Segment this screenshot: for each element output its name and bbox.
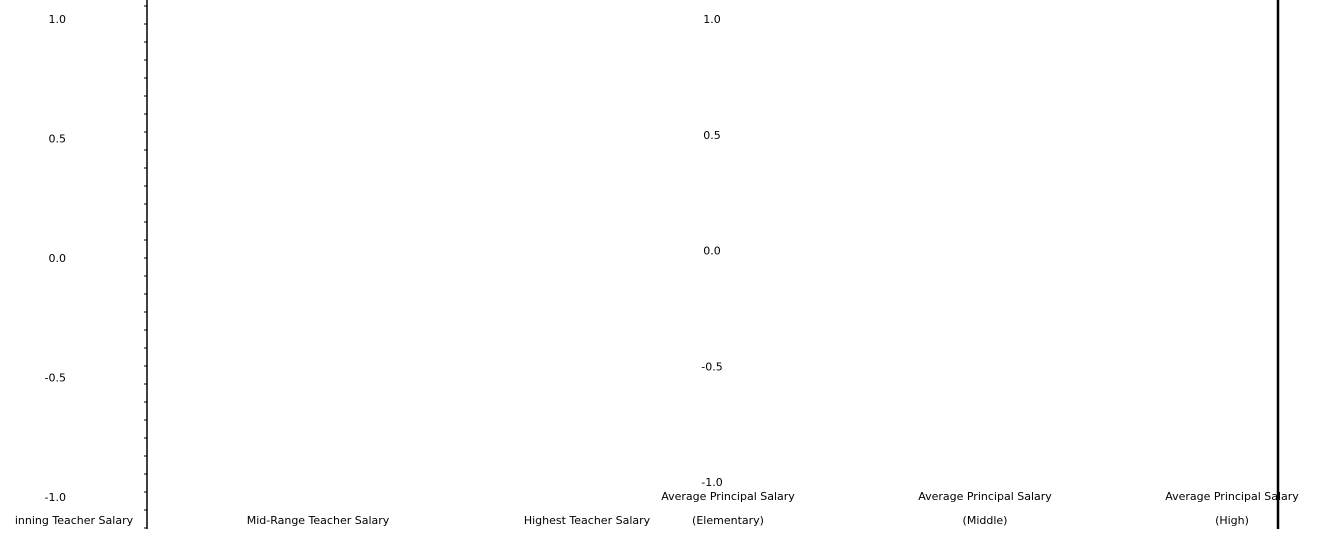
y-tick-label: -0.5 bbox=[45, 372, 66, 385]
x-category-label: (High) bbox=[1215, 514, 1249, 527]
y-tick-label: 0.0 bbox=[703, 245, 721, 258]
x-category-label: Average Principal Salary bbox=[661, 490, 795, 503]
x-category-label: (Elementary) bbox=[692, 514, 764, 527]
y-tick-label: 0.5 bbox=[49, 133, 67, 146]
y-tick-label: 0.0 bbox=[49, 252, 67, 265]
y-tick-label: 1.0 bbox=[49, 13, 67, 26]
x-category-label: inning Teacher Salary bbox=[15, 514, 134, 527]
y-tick-label: -1.0 bbox=[701, 476, 722, 489]
x-category-label: (Middle) bbox=[963, 514, 1008, 527]
y-tick-label: -0.5 bbox=[701, 360, 722, 373]
y-tick-label: 1.0 bbox=[703, 13, 721, 26]
x-category-label: Average Principal Salary bbox=[918, 490, 1052, 503]
x-category-label: Highest Teacher Salary bbox=[524, 514, 651, 527]
y-tick-label: 0.5 bbox=[703, 129, 721, 142]
y-tick-label: -1.0 bbox=[45, 491, 66, 504]
x-category-label: Mid-Range Teacher Salary bbox=[247, 514, 390, 527]
x-category-label: Average Principal Salary bbox=[1165, 490, 1299, 503]
